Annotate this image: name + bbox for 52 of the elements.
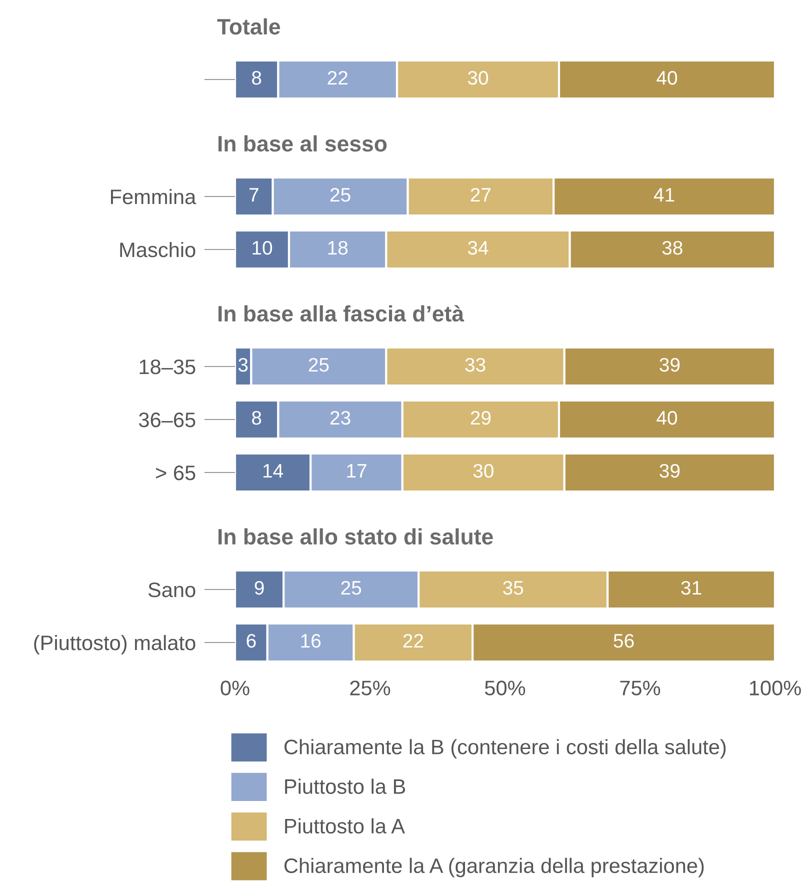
y-tick-label: Femmina — [111, 188, 196, 204]
data-label: 14 — [263, 464, 284, 478]
chart-title: In base alla fascia d’età — [218, 305, 464, 322]
data-label: 22 — [328, 70, 348, 85]
y-tick-label: Maschio — [120, 242, 196, 258]
data-label: 18 — [328, 240, 348, 255]
x-tick-label: 0% — [220, 680, 250, 696]
data-label: 41 — [654, 188, 674, 202]
data-label: 25 — [341, 580, 362, 595]
data-label: 34 — [468, 240, 488, 255]
legend-label: Piuttosto la B — [285, 778, 406, 794]
data-label: 40 — [656, 410, 678, 425]
data-label: 39 — [660, 464, 680, 478]
data-label: 17 — [347, 464, 366, 478]
y-tick-label: 18–35 — [140, 360, 196, 374]
data-label: 25 — [330, 188, 350, 202]
data-label: 9 — [254, 580, 264, 595]
data-label: 23 — [330, 410, 350, 425]
data-label: 27 — [470, 188, 491, 202]
x-tick-label: 25% — [350, 680, 390, 696]
legend-label: Chiaramente la A (garanzia della prestazione) — [284, 858, 704, 878]
x-tick-label: 100% — [750, 680, 801, 696]
chart-title: In base allo stato di salute — [218, 528, 493, 545]
y-tick-label: > 65 — [156, 466, 196, 480]
data-label: 7 — [249, 188, 258, 202]
chart-title: Totale — [217, 18, 280, 35]
data-label: 6 — [246, 634, 256, 648]
data-label: 38 — [662, 240, 682, 255]
data-label: 39 — [660, 358, 680, 372]
data-label: 8 — [252, 410, 262, 425]
data-label: 22 — [403, 634, 424, 648]
data-label: 31 — [681, 580, 702, 595]
x-tick-label: 75% — [620, 680, 660, 696]
data-label: 10 — [252, 240, 272, 255]
y-tick-label: (Piuttosto) malato — [34, 634, 196, 654]
data-label: 56 — [614, 634, 634, 648]
data-label: 29 — [470, 410, 491, 425]
chart-title: In base al sesso — [218, 135, 387, 152]
legend-label: Chiaramente la B (contenere i costi della salute) — [284, 739, 726, 758]
y-tick-label: Sano — [148, 582, 196, 598]
y-tick-label: 36–65 — [138, 412, 196, 428]
data-label: 35 — [503, 580, 524, 595]
data-label: 3 — [238, 358, 248, 372]
data-label: 8 — [252, 70, 262, 85]
data-label: 25 — [308, 358, 329, 372]
x-tick-label: 50% — [484, 680, 526, 696]
data-label: 30 — [468, 70, 488, 85]
data-label: 16 — [301, 634, 321, 648]
legend-label: Piuttosto la A — [285, 818, 405, 834]
data-label: 40 — [656, 70, 678, 85]
data-label: 33 — [465, 358, 486, 372]
data-label: 30 — [473, 464, 494, 478]
